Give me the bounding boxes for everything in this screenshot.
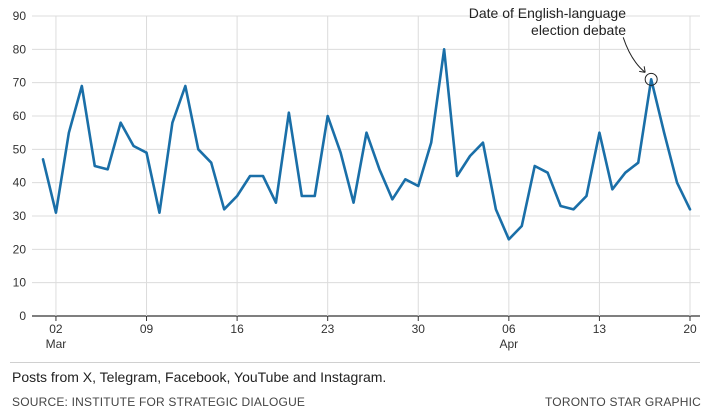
x-tick-label: 30 — [412, 322, 426, 336]
caption-text: Posts from X, Telegram, Facebook, YouTub… — [12, 369, 387, 385]
data-point — [339, 151, 342, 154]
series-layer — [41, 48, 692, 241]
data-point — [249, 175, 251, 177]
data-point — [624, 171, 627, 174]
data-point — [611, 188, 614, 191]
data-point — [650, 78, 652, 81]
y-tick-label: 70 — [13, 76, 27, 90]
data-point — [404, 178, 407, 181]
data-point — [184, 85, 187, 87]
x-tick-label: 16 — [230, 322, 244, 336]
x-tick-label: 02 — [49, 322, 63, 336]
y-tick-label: 10 — [13, 276, 27, 290]
y-tick-label: 80 — [13, 42, 27, 56]
grid-lines — [32, 15, 700, 321]
data-point — [546, 171, 549, 174]
data-point — [93, 165, 96, 167]
data-point — [443, 48, 445, 51]
x-tick-sublabel: Apr — [499, 337, 518, 351]
data-point — [223, 208, 225, 211]
annotation-marker — [644, 72, 658, 86]
data-point — [288, 111, 290, 114]
credit-text: TORONTO STAR GRAPHIC — [544, 395, 701, 409]
data-point — [559, 205, 562, 207]
data-point — [262, 175, 264, 177]
y-tick-label: 90 — [13, 9, 27, 23]
data-point — [171, 121, 174, 124]
data-point — [132, 145, 135, 147]
series-line — [41, 48, 692, 241]
y-tick-label: 0 — [19, 309, 26, 323]
x-tick-label: 06 — [502, 322, 516, 336]
x-tick-label: 23 — [321, 322, 335, 336]
data-point — [598, 131, 601, 134]
annotation-arrow — [622, 37, 646, 73]
footer-divider — [10, 362, 700, 363]
x-tick-label: 13 — [593, 322, 607, 336]
data-point — [326, 115, 329, 117]
data-point — [391, 198, 394, 201]
data-point — [508, 238, 510, 241]
data-point — [456, 175, 458, 177]
x-tick-label: 09 — [140, 322, 154, 336]
data-point — [106, 168, 109, 171]
data-point — [275, 201, 277, 204]
data-point — [430, 141, 433, 144]
data-point — [482, 141, 484, 144]
data-point — [663, 131, 665, 134]
data-point — [158, 211, 161, 214]
data-point — [68, 131, 70, 134]
data-point — [313, 195, 316, 197]
data-point — [689, 208, 691, 211]
data-point — [495, 208, 497, 211]
data-point — [42, 158, 44, 161]
data-point — [572, 208, 575, 211]
data-point — [469, 155, 471, 157]
annotation-text: Date of English-language — [469, 5, 626, 21]
data-point — [301, 195, 303, 197]
data-point — [145, 151, 148, 154]
y-tick-label: 60 — [13, 109, 27, 123]
source-text: SOURCE: INSTITUTE FOR STRATEGIC DIALOGUE — [12, 395, 306, 409]
data-point — [637, 161, 640, 164]
y-tick-label: 30 — [13, 209, 27, 223]
data-point — [55, 211, 57, 214]
x-tick-label: 20 — [683, 322, 697, 336]
y-tick-label: 50 — [13, 142, 27, 156]
data-point — [81, 85, 83, 87]
data-point — [533, 165, 536, 167]
data-point — [365, 131, 368, 134]
data-point — [520, 225, 523, 227]
data-point — [676, 181, 678, 184]
data-point — [210, 161, 213, 164]
annotation-arrowhead — [639, 66, 646, 73]
y-axis-ticks: 0 10 20 30 40 50 60 70 80 90 — [13, 9, 27, 323]
y-tick-label: 20 — [13, 242, 27, 256]
data-point — [352, 201, 355, 204]
x-tick-sublabel: Mar — [46, 337, 67, 351]
data-point — [417, 185, 420, 187]
data-point — [236, 195, 238, 197]
data-point — [119, 121, 122, 124]
annotation-text: election debate — [531, 22, 626, 38]
data-point — [197, 148, 200, 151]
data-point — [378, 168, 381, 171]
y-tick-label: 40 — [13, 176, 27, 190]
data-point — [585, 195, 588, 197]
